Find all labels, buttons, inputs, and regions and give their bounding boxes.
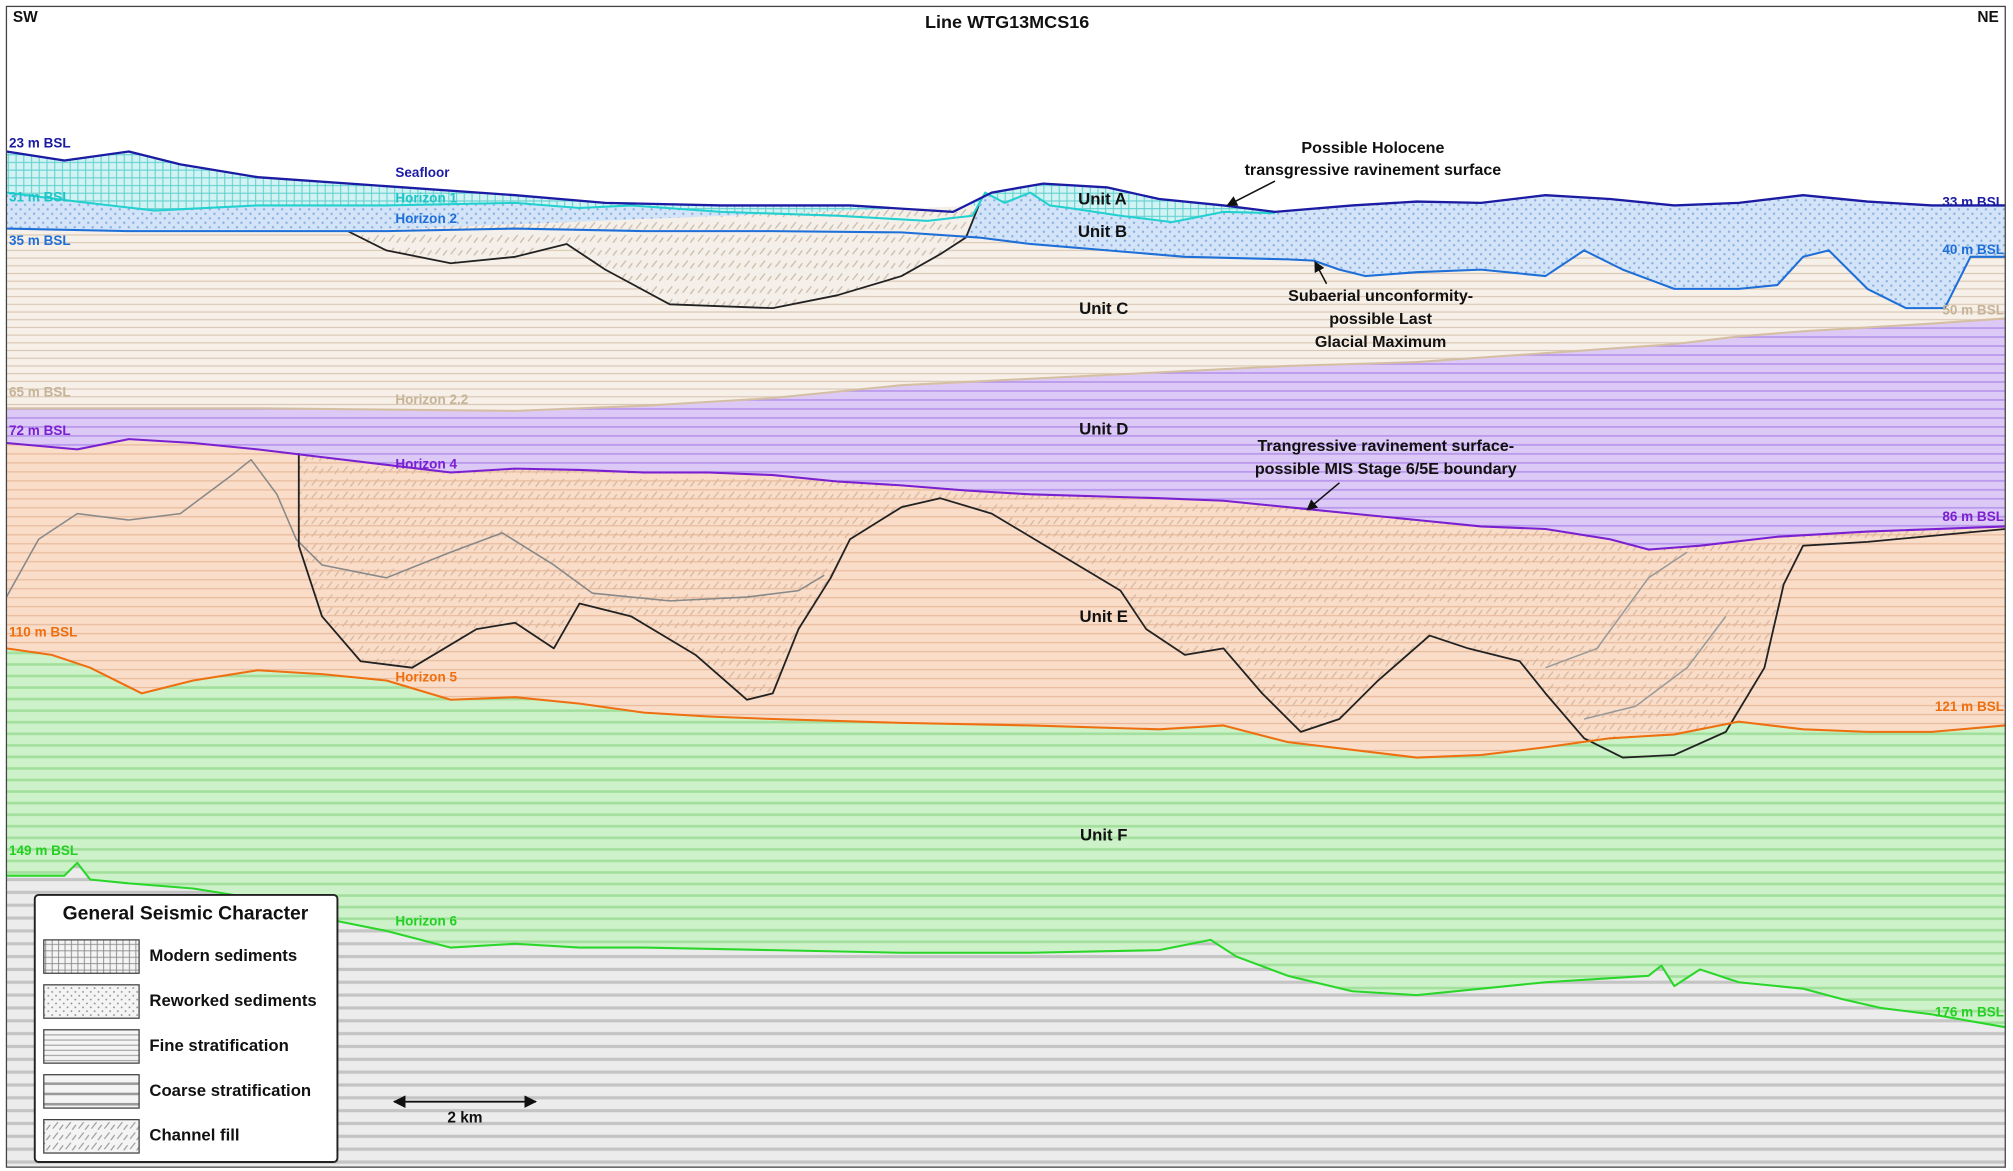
title: Line WTG13MCS16 (925, 12, 1089, 32)
legend-swatch (43, 1074, 140, 1109)
unit-label: Unit C (1079, 299, 1128, 318)
unit-labels: Unit A Unit B Unit C Unit D Unit E Unit … (1078, 190, 1129, 845)
annotation-line: possible MIS Stage 6/5E boundary (1255, 460, 1517, 478)
horizon-label: Horizon 4 (395, 456, 457, 471)
legend-swatch (43, 939, 140, 974)
depth-label: 121 m BSL (1935, 699, 2004, 714)
horizon-labels: Seafloor Horizon 1 Horizon 2 Horizon 2.2… (395, 165, 468, 929)
unit-label: Unit D (1079, 420, 1128, 439)
depth-labels-left: 23 m BSL 31 m BSL 35 m BSL 65 m BSL 72 m… (9, 135, 78, 857)
legend-label: Coarse stratification (149, 1081, 311, 1100)
horizon-label: Horizon 1 (395, 191, 457, 206)
annotation-line: Subaerial unconformity- (1288, 287, 1473, 305)
legend: General Seismic Character Modern sedimen… (33, 893, 339, 1163)
horizon-label: Seafloor (395, 165, 450, 180)
depth-label: 149 m BSL (9, 843, 78, 858)
horizon-label: Horizon 6 (395, 913, 457, 928)
legend-label: Channel fill (149, 1126, 239, 1145)
strata (6, 151, 2006, 1168)
depth-label: 110 m BSL (9, 625, 77, 640)
channel-line (347, 205, 980, 310)
channel-line (1545, 551, 1688, 669)
depth-labels-right: 33 m BSL 40 m BSL 50 m BSL 86 m BSL 121 … (1935, 194, 2004, 1019)
annotation-arrow (1226, 180, 1276, 207)
legend-label: Reworked sediments (149, 991, 316, 1010)
horizon-line (6, 647, 2006, 759)
horizons (5, 150, 2006, 1029)
frame (5, 5, 2006, 1168)
annotation-line: possible Last (1329, 310, 1432, 328)
legend-swatch (43, 1029, 140, 1064)
annotations: Possible Holocene transgressive ravineme… (1226, 139, 1517, 511)
legend-swatch (43, 984, 140, 1019)
horizon-label: Horizon 5 (395, 670, 457, 685)
horizon-label: Horizon 2.2 (395, 392, 468, 407)
channel-line (297, 453, 2006, 759)
horizon-line (6, 227, 2006, 310)
depth-label: 31 m BSL (9, 189, 71, 204)
legend-label: Fine stratification (149, 1036, 288, 1055)
horizon-label: Horizon 2 (395, 211, 457, 226)
horizon-line (6, 191, 1276, 224)
seafloor-line (6, 150, 2006, 214)
annotation-line: Glacial Maximum (1315, 333, 1446, 351)
legend-swatch (43, 1118, 140, 1154)
unit-label: Unit E (1080, 607, 1128, 626)
depth-label: 33 m BSL (1942, 194, 2004, 209)
orientation-left: SW (13, 9, 38, 26)
annotation-arrow (1314, 260, 1328, 285)
depth-label: 86 m BSL (1942, 509, 2004, 524)
depth-label: 50 m BSL (1942, 302, 2004, 317)
annotation-line: Possible Holocene (1301, 139, 1444, 157)
annotation-line: Trangressive ravinement surface- (1257, 437, 1514, 455)
depth-label: 23 m BSL (9, 135, 71, 150)
orientation-right: NE (1977, 9, 1998, 26)
unit-label: Unit A (1078, 190, 1127, 209)
unit-label: Unit F (1080, 825, 1127, 844)
scale-label: 2 km (447, 1109, 482, 1126)
annotation-arrow (1306, 482, 1340, 511)
annotation-line: transgressive ravinement surface (1245, 161, 1502, 179)
legend-label: Modern sediments (149, 946, 297, 965)
depth-label: 35 m BSL (9, 233, 71, 248)
depth-label: 65 m BSL (9, 384, 71, 399)
horizon-line (6, 861, 2006, 1029)
unit-label: Unit B (1078, 222, 1127, 241)
horizon-line (6, 438, 2006, 551)
unit-e-channel (298, 453, 2006, 758)
legend-title: General Seismic Character (63, 903, 309, 924)
scale-bar: 2 km (392, 1095, 538, 1126)
horizon-line (6, 317, 2006, 412)
depth-label: 40 m BSL (1942, 242, 2004, 257)
channel-line (5, 458, 825, 602)
depth-label: 72 m BSL (9, 423, 71, 438)
depth-label: 176 m BSL (1935, 1005, 2004, 1020)
channel-line (1583, 615, 1727, 720)
coarse-strata (6, 862, 2006, 1168)
